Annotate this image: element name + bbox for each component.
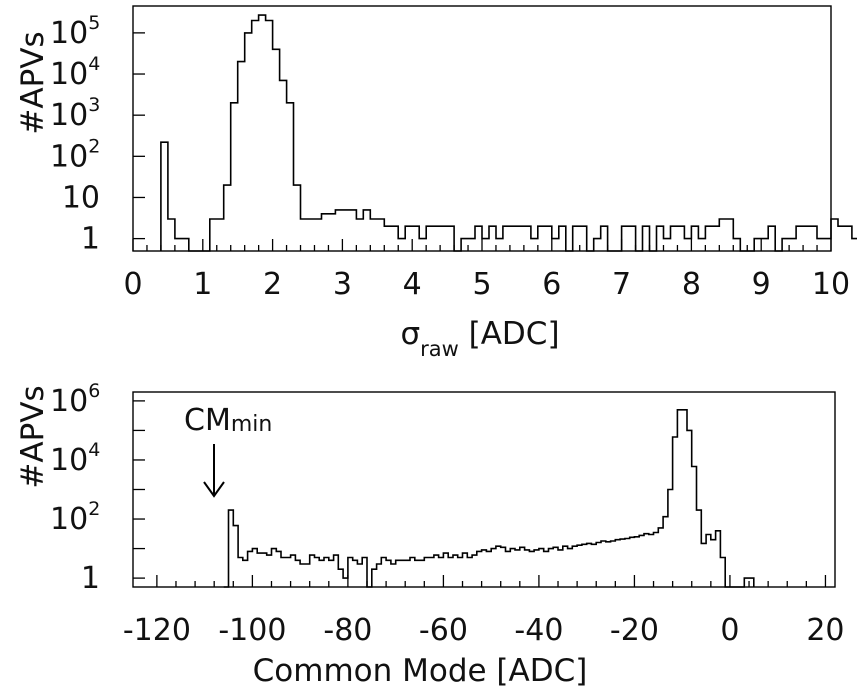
bottom-ytick-exp: 4 [88,439,100,461]
top-xtick-label: 7 [612,267,631,302]
top-ytick-base: 10 [62,180,100,215]
top-xlabel-main: σ [400,316,420,352]
bottom-ytick-base: 10 [50,502,88,537]
bottom-ytick-label: 1 [81,561,100,596]
top-xtick-label: 6 [542,267,561,302]
top-xtick-label: 2 [263,267,282,302]
top-ytick-base: 10 [50,16,88,51]
top-xtick-label: 0 [123,267,142,302]
cm-min-annotation: CMmin [184,403,272,498]
top-xtick-label: 8 [682,267,701,302]
top-ytick-base: 10 [50,139,88,174]
top-xtick-label: 4 [403,267,422,302]
bottom-xtick-label: -20 [610,613,659,648]
top-ytick-exp: 5 [88,12,100,34]
top-ytick-base: 10 [50,98,88,133]
top-histogram-line [160,14,857,252]
bottom-ylabel: #APVs [15,385,51,488]
top-ytick-base: 1 [81,222,100,257]
top-ytick-label: 10 [62,180,100,215]
top-xtick-label: 3 [333,267,352,302]
top-ytick-label: 1 [81,222,100,257]
top-xtick-label: 1 [193,267,212,302]
top-ylabel: #APVs [15,31,51,134]
bottom-ytick-label: 106 [50,380,100,419]
bottom-xtick-label: 20 [806,613,844,648]
top-ytick-base: 10 [50,57,88,92]
bottom-ticks [133,400,827,587]
top-ytick-label: 102 [50,135,100,174]
top-ytick-label: 105 [50,12,100,51]
top-xtick-labels: 0 1 2 3 4 5 6 7 8 9 10 [123,267,850,302]
cm-min-arrow-head [203,481,225,498]
bottom-xtick-labels: -120 -100 -80 -60 -40 -20 0 20 [123,613,845,648]
top-xlabel-rest: [ADC] [459,316,560,352]
bottom-ytick-base: 10 [50,443,88,478]
bottom-ytick-base: 1 [81,561,100,596]
top-ytick-exp: 4 [88,53,100,75]
bottom-plot-frame [132,391,836,588]
bottom-xlabel: Common Mode [ADC] [253,653,588,689]
top-xtick-label: 5 [472,267,491,302]
bottom-xtick-label: -40 [514,613,563,648]
bottom-xtick-label: -100 [218,613,286,648]
bottom-ytick-exp: 6 [88,380,100,402]
top-ytick-label: 104 [50,53,100,92]
bottom-ytick-label: 104 [50,439,100,478]
bottom-xtick-label: 0 [720,613,739,648]
top-plot-frame [132,5,832,252]
top-ytick-exp: 2 [88,135,100,157]
bottom-histogram-line [223,409,755,588]
bottom-ytick-base: 10 [50,384,88,419]
bottom-ytick-label: 102 [50,498,100,537]
top-xlabel-sub: raw [420,337,459,361]
bottom-xtick-label: -120 [123,613,191,648]
top-ytick-label: 103 [50,94,100,133]
top-xlabel: σraw [ADC] [400,316,559,361]
top-ytick-exp: 3 [88,94,100,116]
cm-min-sub: min [231,412,273,437]
top-xtick-label: 10 [812,267,850,302]
cm-min-label: CMmin [184,403,272,438]
cm-min-text: CM [184,403,231,438]
top-xtick-label: 9 [752,267,771,302]
bottom-ytick-exp: 2 [88,498,100,520]
bottom-xtick-label: -80 [323,613,372,648]
bottom-xtick-label: -60 [419,613,468,648]
